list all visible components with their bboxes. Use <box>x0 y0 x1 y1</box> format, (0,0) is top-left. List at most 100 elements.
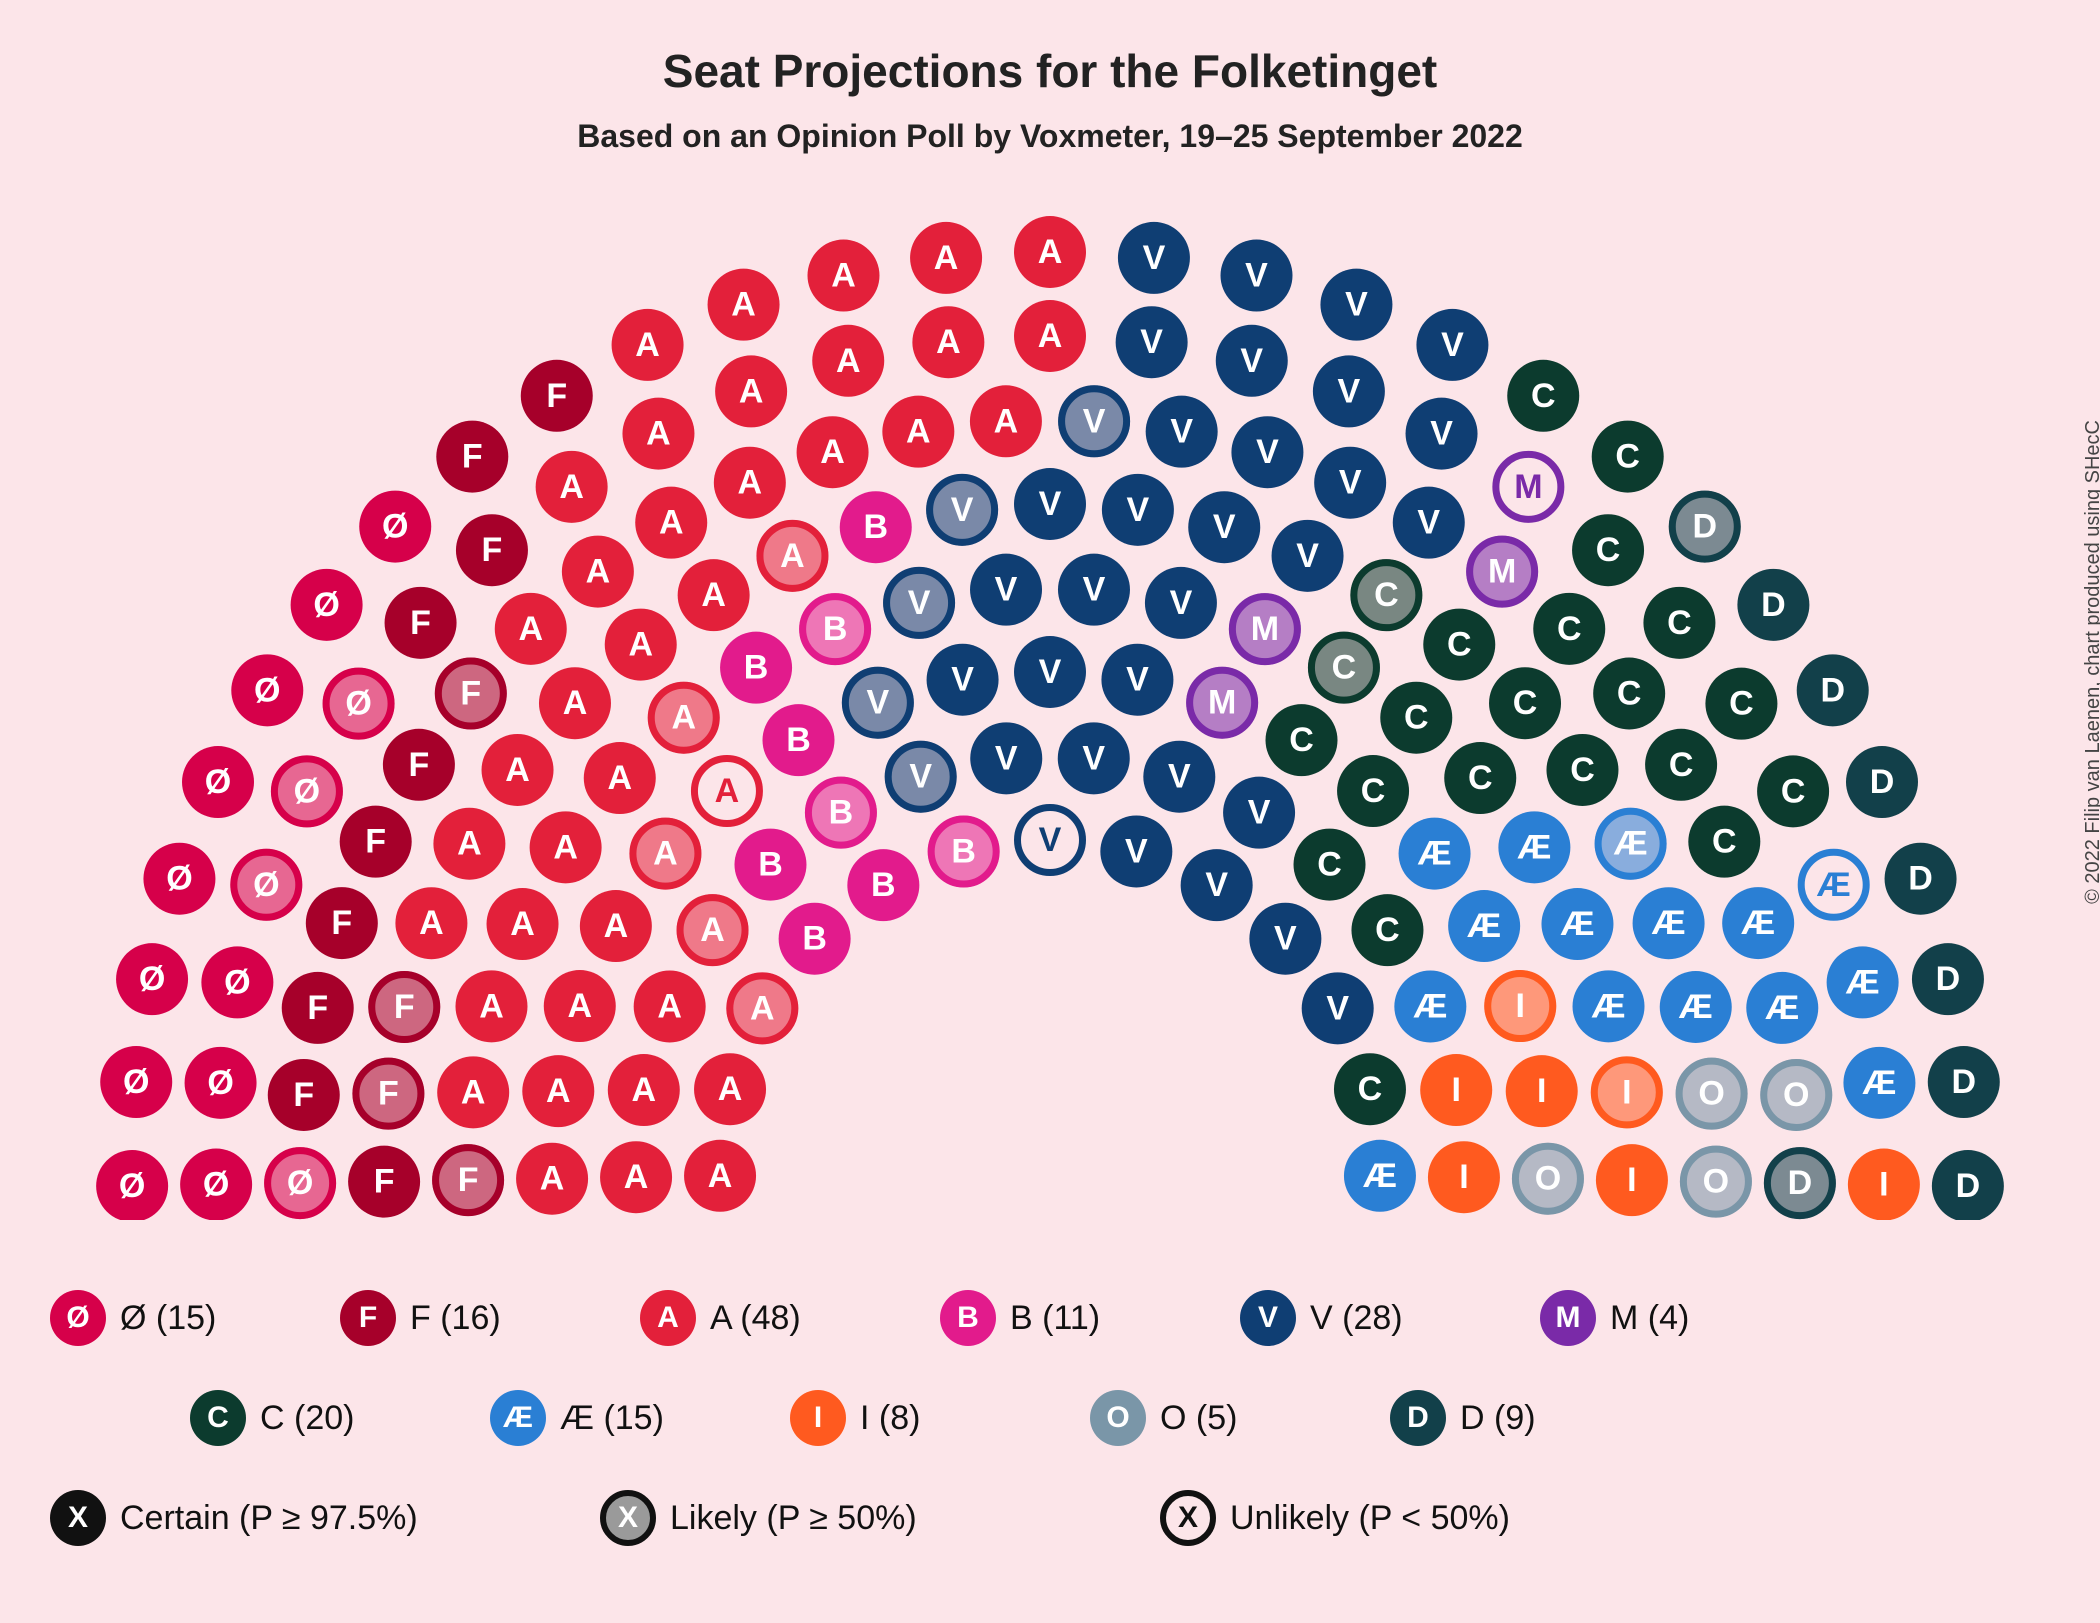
seat: C <box>1533 593 1605 665</box>
svg-text:C: C <box>1317 846 1342 884</box>
seat: Ø <box>323 668 395 740</box>
seat: B <box>720 632 792 704</box>
seat: Æ <box>1573 970 1645 1042</box>
legend-swatch: M <box>1540 1290 1596 1346</box>
svg-text:C: C <box>1289 721 1314 759</box>
svg-text:V: V <box>1245 257 1268 295</box>
seat: A <box>522 1055 594 1127</box>
svg-text:Æ: Æ <box>1652 904 1686 942</box>
svg-text:V: V <box>1170 413 1193 451</box>
seat: A <box>433 808 505 880</box>
svg-text:B: B <box>758 846 783 884</box>
seat: A <box>600 1141 672 1213</box>
svg-text:D: D <box>1820 671 1845 709</box>
legend-swatch: C <box>190 1390 246 1446</box>
legend-label: D (9) <box>1460 1399 1536 1438</box>
svg-text:Ø: Ø <box>207 1064 233 1102</box>
seat: A <box>530 811 602 883</box>
svg-text:Ø: Ø <box>382 508 408 546</box>
svg-text:C: C <box>1667 604 1692 642</box>
svg-text:F: F <box>460 675 481 713</box>
svg-text:A: A <box>510 905 535 943</box>
svg-text:D: D <box>1870 763 1895 801</box>
svg-text:A: A <box>934 239 959 277</box>
svg-text:O: O <box>1783 1076 1809 1114</box>
seat: V <box>1058 554 1130 626</box>
svg-text:B: B <box>802 920 827 958</box>
svg-text:V: V <box>1039 653 1062 691</box>
legend-label: M (4) <box>1610 1299 1689 1338</box>
seat: V <box>1143 741 1215 813</box>
seat: B <box>779 903 851 975</box>
svg-text:A: A <box>461 1073 486 1111</box>
seat: V <box>1231 416 1303 488</box>
seat: B <box>928 815 1000 887</box>
svg-text:Æ: Æ <box>1592 987 1626 1025</box>
seat: Æ <box>1394 970 1466 1042</box>
seat: V <box>970 554 1042 626</box>
seat: A <box>482 734 554 806</box>
seat: V <box>1249 903 1321 975</box>
svg-text:Ø: Ø <box>287 1164 313 1202</box>
seat: F <box>385 587 457 659</box>
svg-text:F: F <box>546 377 567 415</box>
legend-item: ÆÆ (15) <box>490 1390 664 1446</box>
legend-label: A (48) <box>710 1299 801 1338</box>
seat: F <box>282 972 354 1044</box>
seat: V <box>1313 355 1385 427</box>
seat: A <box>1014 216 1086 288</box>
svg-text:F: F <box>462 438 483 476</box>
svg-text:M: M <box>1514 468 1542 506</box>
svg-text:C: C <box>1570 751 1595 789</box>
legend-item: CC (20) <box>190 1390 354 1446</box>
svg-text:C: C <box>1404 699 1429 737</box>
seat: D <box>1885 843 1957 915</box>
svg-text:C: C <box>1729 685 1754 723</box>
svg-text:A: A <box>936 323 961 361</box>
legend-label: F (16) <box>410 1299 501 1338</box>
seat: V <box>927 644 999 716</box>
seat: C <box>1546 734 1618 806</box>
legend-swatch: D <box>1390 1390 1446 1446</box>
seat: V <box>1146 396 1218 468</box>
seat: F <box>432 1144 504 1216</box>
seat: M <box>1466 536 1538 608</box>
svg-text:O: O <box>1535 1160 1561 1198</box>
svg-text:V: V <box>1140 323 1163 361</box>
seat: A <box>608 1054 680 1126</box>
seat: C <box>1351 894 1423 966</box>
seat: A <box>635 487 707 559</box>
legend-item: XUnlikely (P < 50%) <box>1160 1490 1510 1546</box>
seat: Æ <box>1448 890 1520 962</box>
svg-text:V: V <box>1430 415 1453 453</box>
svg-text:V: V <box>1417 504 1440 542</box>
svg-text:Ø: Ø <box>166 860 192 898</box>
svg-text:Ø: Ø <box>345 685 371 723</box>
seat: F <box>306 887 378 959</box>
seat: Ø <box>96 1150 168 1220</box>
seat: B <box>805 777 877 849</box>
svg-text:Æ: Æ <box>1817 866 1851 904</box>
seat: Ø <box>231 654 303 726</box>
svg-text:V: V <box>1441 326 1464 364</box>
svg-text:A: A <box>994 402 1019 440</box>
seat: A <box>715 355 787 427</box>
legend-swatch: Ø <box>50 1290 106 1346</box>
svg-text:C: C <box>1596 531 1621 569</box>
seat: A <box>487 888 559 960</box>
seat: V <box>1223 777 1295 849</box>
seat: V <box>1118 222 1190 294</box>
svg-text:Ø: Ø <box>224 963 250 1001</box>
hemicycle-chart: AAABBBVVVVVCÆAAAABBVVVVVCCÆIIAAAAAABVVVV… <box>0 170 2100 1220</box>
seat: F <box>352 1058 424 1130</box>
svg-text:A: A <box>419 904 444 942</box>
seat: A <box>708 269 780 341</box>
svg-text:F: F <box>307 989 328 1027</box>
seat: I <box>1420 1054 1492 1126</box>
seat: M <box>1229 593 1301 665</box>
seat: F <box>348 1146 420 1218</box>
seat: M <box>1492 451 1564 523</box>
svg-text:O: O <box>1703 1163 1729 1201</box>
svg-text:A: A <box>505 751 530 789</box>
svg-text:B: B <box>871 866 896 904</box>
